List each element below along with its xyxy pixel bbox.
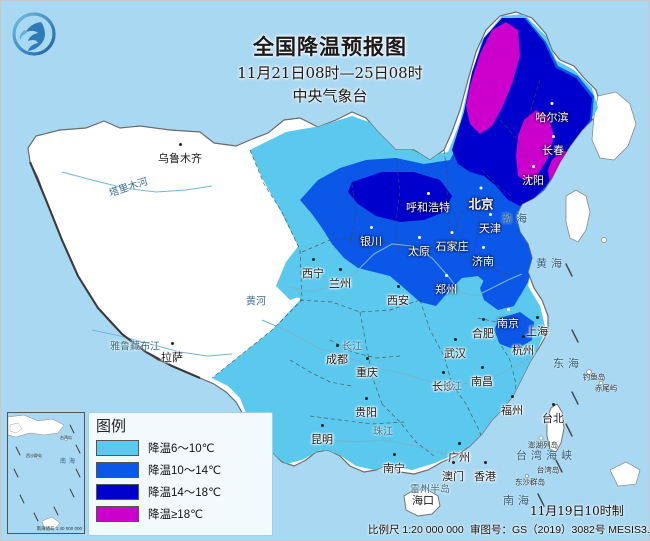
legend-row: 降温6～10℃ [96,437,265,459]
legend-swatch [96,462,139,478]
legend-title: 图例 [96,418,127,435]
nine-dash-line [537,263,579,507]
legend-swatch [96,506,139,522]
legend-label: 降温6～10℃ [148,443,215,455]
svg-text:台湾岛: 台湾岛 [60,434,72,440]
issuing-organization: 中央气象台 [292,87,368,105]
legend-rows: 降温6～10℃ 降温10～14℃ 降温14～18℃ 降温≥18℃ [96,437,265,525]
temperature-drop-bands [212,14,598,470]
legend-panel: 图例 降温6～10℃ 降温10～14℃ 降温14～18℃ 降温≥18℃ [88,412,273,536]
offshore-islands [525,237,641,487]
legend-label: 降温≥18℃ [148,509,204,521]
legend-row: 降温10～14℃ [96,459,265,481]
province-boundaries [211,79,541,457]
legend-row: 降温≥18℃ [96,503,265,525]
map-review-number: 审图号：GS（2019）3082号 MESIS3.0 [470,524,650,536]
national-border-south [29,161,201,379]
legend-swatch [96,440,139,456]
issue-time: 11月19日10时制 [530,504,624,518]
forecast-period: 11月21日08时—25日08时 [237,64,423,82]
legend-swatch [96,484,139,500]
svg-text:西沙群岛: 西沙群岛 [26,452,42,458]
title-block: 全国降温预报图 11月21日08时—25日08时 中央气象台 [180,34,480,107]
legend-row: 降温14～18℃ [96,481,265,503]
inset-scale: 南海诸岛 1:40 000 000 [36,526,82,531]
map-scale: 比例尺 1:20 000 000 [368,524,464,536]
legend-label: 降温14～18℃ [148,487,221,499]
map-footer: 比例尺 1:20 000 000 审图号：GS（2019）3082号 MESIS… [0,519,650,541]
legend-label: 降温10～14℃ [148,465,221,477]
south-china-sea-inset: 南海 西沙群岛 台湾岛 南海诸岛 1:40 000 000 [7,412,85,534]
rivers [61,171,537,457]
cma-dragon-logo [8,10,60,62]
svg-text:南海: 南海 [60,457,78,465]
page-title: 全国降温预报图 [253,34,407,59]
